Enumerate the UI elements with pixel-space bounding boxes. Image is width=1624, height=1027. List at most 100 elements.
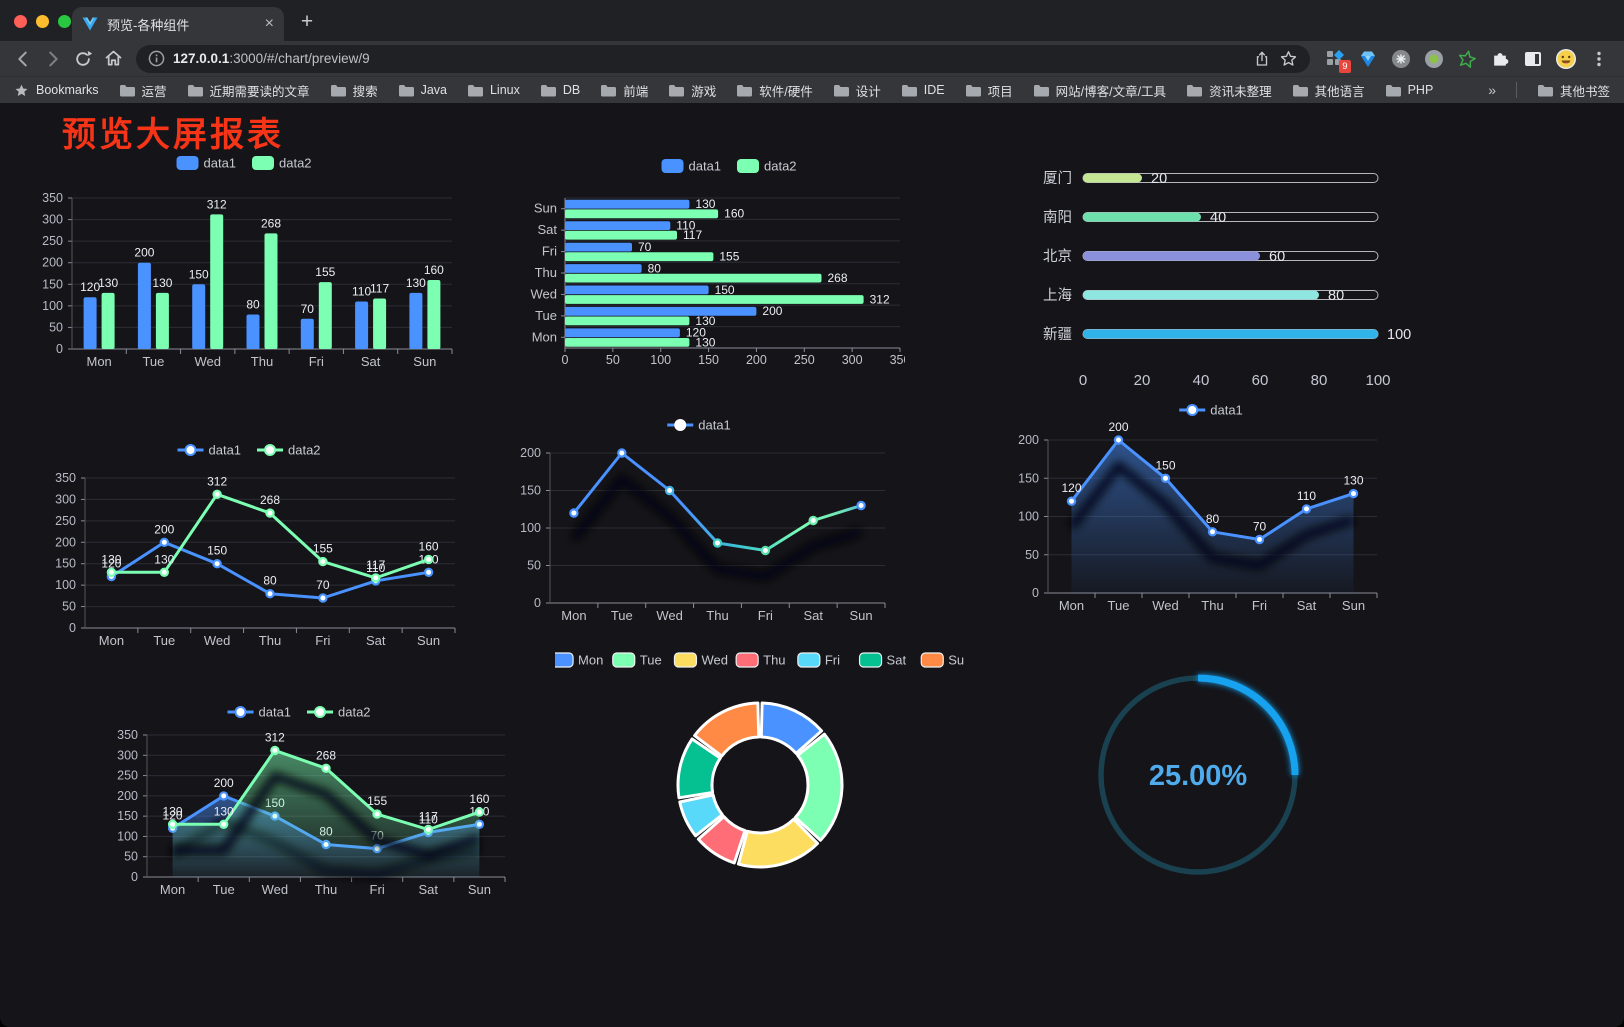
bookmark-item[interactable]: 资讯未整理 [1186, 81, 1272, 100]
legend-item-Mon[interactable]: Mon [555, 652, 603, 668]
data2-point[interactable] [321, 763, 331, 774]
home-button[interactable] [98, 44, 128, 74]
legend-item-Thu[interactable]: Thu [735, 652, 786, 668]
extensions-puzzle-icon[interactable] [1489, 48, 1511, 70]
legend-item-data1[interactable]: data1 [1179, 403, 1243, 418]
data2-point[interactable] [218, 819, 229, 829]
data2-point[interactable] [474, 807, 485, 817]
progress-fill[interactable] [1083, 212, 1201, 222]
extension-command-icon[interactable] [1390, 48, 1412, 70]
side-panel-icon[interactable] [1522, 48, 1544, 70]
legend-item-data1[interactable]: data1 [176, 156, 237, 171]
data1-bar[interactable] [192, 284, 206, 349]
data2-point[interactable] [423, 824, 433, 835]
profile-avatar[interactable] [1555, 48, 1577, 70]
bookmark-item[interactable]: 网站/博客/文章/工具 [1033, 81, 1166, 100]
bookmark-item[interactable]: 运营 [119, 81, 167, 100]
pie-slice-Fri[interactable] [678, 793, 724, 838]
data2-bar[interactable] [264, 233, 278, 349]
bookmark-item[interactable]: IDE [901, 83, 945, 97]
data2-point[interactable] [270, 745, 280, 756]
progress-fill[interactable] [1083, 173, 1142, 183]
data2-bar[interactable] [155, 292, 169, 349]
data2-point[interactable] [167, 819, 178, 829]
bookmark-star-icon[interactable] [1279, 49, 1298, 68]
progress-fill[interactable] [1083, 329, 1378, 339]
data2-bar[interactable] [565, 338, 690, 347]
data2-point[interactable] [372, 809, 382, 819]
data1-point[interactable] [1254, 534, 1265, 545]
data1-bar[interactable] [83, 297, 97, 349]
bookmark-item[interactable]: PHP [1385, 83, 1433, 97]
legend-item-Wed[interactable]: Wed [673, 652, 728, 668]
legend-item-data2[interactable]: data2 [737, 159, 797, 174]
data1-point[interactable] [1348, 488, 1359, 499]
pie-slice-Sat[interactable] [676, 737, 722, 800]
data1-point[interactable] [1301, 504, 1312, 514]
pie-slice-Tue[interactable] [793, 732, 844, 842]
data2-bar[interactable] [101, 292, 115, 349]
legend-item-data2[interactable]: data2 [257, 443, 321, 458]
data1-point[interactable] [1207, 527, 1218, 537]
data1-bar[interactable] [565, 285, 709, 295]
data1-point[interactable] [423, 567, 434, 577]
data1-point[interactable] [617, 448, 627, 458]
window-close-button[interactable] [14, 15, 27, 28]
extension-green-star-icon[interactable] [1456, 48, 1478, 70]
legend-item-Fri[interactable]: Fri [797, 652, 840, 668]
data1-point[interactable] [218, 791, 229, 801]
other-bookmarks-folder[interactable]: 其他书签 [1537, 81, 1610, 100]
window-minimize-button[interactable] [36, 15, 49, 28]
data2-bar[interactable] [373, 298, 387, 350]
tab-close-icon[interactable]: × [264, 15, 274, 32]
data2-point[interactable] [265, 508, 275, 518]
bookmark-item[interactable]: 其他语言 [1292, 81, 1365, 100]
bookmark-item[interactable]: 前端 [600, 81, 648, 100]
pie-slice-Sun[interactable] [693, 701, 761, 758]
bookmark-item[interactable]: Java [398, 83, 447, 97]
address-bar[interactable]: 127.0.0.1:3000/#/chart/preview/9 [136, 44, 1310, 73]
window-maximize-button[interactable] [58, 15, 71, 28]
extension-grid-icon[interactable]: 9 [1324, 48, 1351, 73]
legend-item-data1[interactable]: data1 [177, 443, 242, 458]
data1-point[interactable] [318, 593, 328, 603]
data2-point[interactable] [318, 556, 328, 567]
data2-bar[interactable] [565, 295, 864, 304]
legend-item-data1[interactable]: data1 [661, 159, 722, 174]
pie-slice-Thu[interactable] [696, 815, 747, 865]
data2-bar[interactable] [565, 273, 822, 283]
legend-item-data2[interactable]: data2 [252, 156, 312, 171]
bookmark-item[interactable]: 近期需要读的文章 [187, 81, 310, 100]
bookmark-item[interactable]: 设计 [833, 81, 881, 100]
menu-dots-icon[interactable] [1588, 48, 1610, 70]
browser-tab[interactable]: 预览-各种组件 × [72, 7, 284, 41]
data1-bar[interactable] [565, 306, 757, 316]
site-info-icon[interactable] [148, 50, 165, 67]
data1-point[interactable] [569, 508, 579, 518]
data1-point[interactable] [1160, 473, 1171, 484]
data2-bar[interactable] [565, 316, 690, 326]
data1-point[interactable] [712, 538, 723, 548]
data1-bar[interactable] [565, 199, 690, 209]
bookmark-item[interactable]: 软件/硬件 [736, 81, 813, 100]
data1-point[interactable] [212, 558, 222, 569]
data1-bar[interactable] [565, 242, 632, 252]
data2-point[interactable] [371, 573, 381, 583]
bookmark-item[interactable]: 搜索 [330, 81, 378, 100]
data2-point[interactable] [423, 554, 434, 565]
data1-bar[interactable] [565, 328, 680, 338]
data1-point[interactable] [808, 515, 818, 526]
bookmark-item[interactable]: 游戏 [668, 81, 716, 100]
data1-line[interactable] [572, 451, 863, 552]
reload-button[interactable] [68, 44, 98, 74]
data1-point[interactable] [159, 537, 170, 548]
legend-item-Tue[interactable]: Tue [612, 652, 662, 668]
pie-slice-Wed[interactable] [736, 817, 819, 869]
data2-bar[interactable] [318, 282, 332, 349]
bookmark-item[interactable]: 项目 [965, 81, 1013, 100]
legend-item-Sat[interactable]: Sat [858, 652, 907, 668]
data1-bar[interactable] [246, 314, 260, 350]
legend-item-data2[interactable]: data2 [307, 705, 371, 720]
bookmark-item[interactable]: DB [540, 83, 580, 97]
data1-bar[interactable] [355, 301, 369, 350]
